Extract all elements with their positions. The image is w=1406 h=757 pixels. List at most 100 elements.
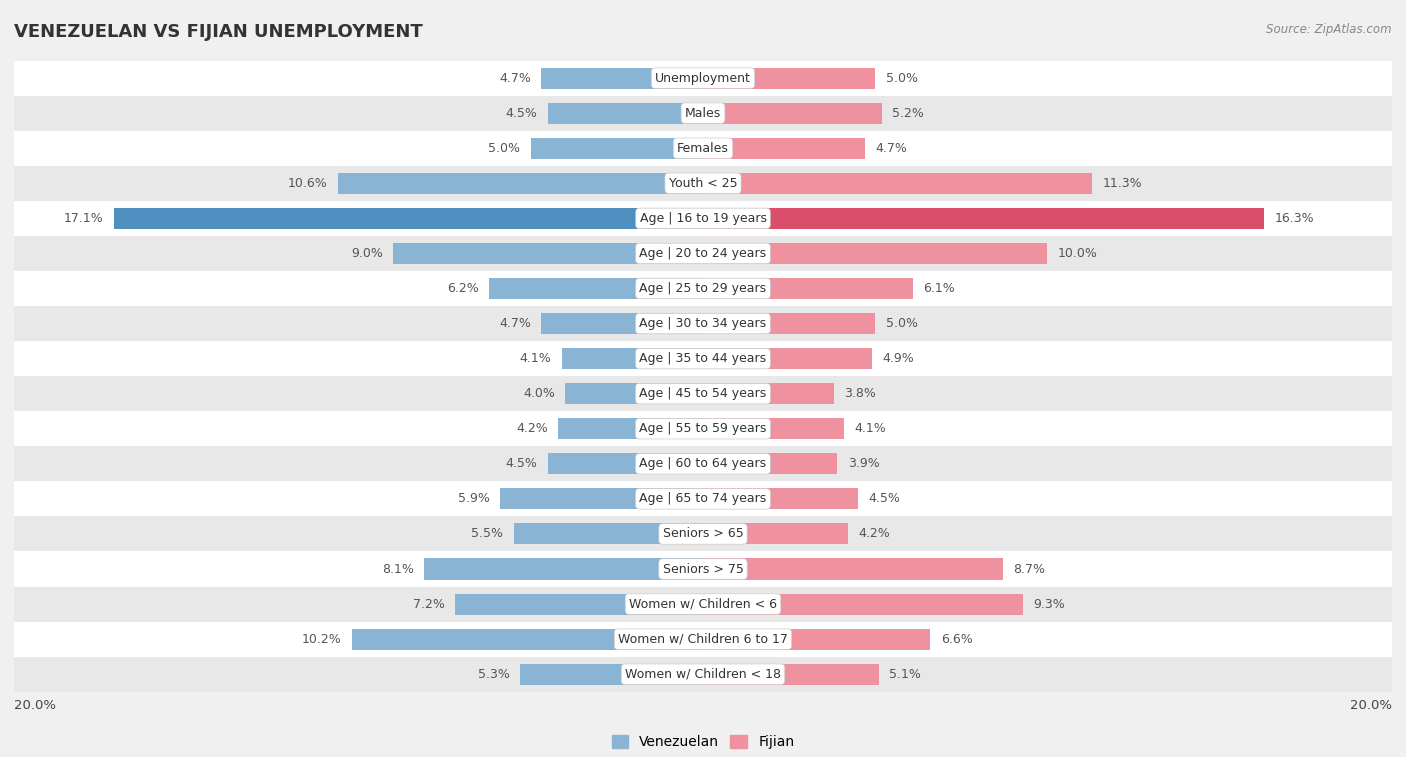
Text: Age | 30 to 34 years: Age | 30 to 34 years [640,317,766,330]
Text: 10.6%: 10.6% [288,177,328,190]
Text: 20.0%: 20.0% [1350,699,1392,712]
Text: Seniors > 65: Seniors > 65 [662,528,744,540]
Text: 10.2%: 10.2% [301,633,342,646]
Bar [703,453,838,475]
Bar [703,488,858,509]
Text: 16.3%: 16.3% [1275,212,1315,225]
Bar [14,306,1392,341]
Text: 5.1%: 5.1% [889,668,921,681]
Bar [531,138,703,159]
Text: Unemployment: Unemployment [655,72,751,85]
Text: Youth < 25: Youth < 25 [669,177,737,190]
Text: 3.8%: 3.8% [844,387,876,400]
Bar [14,131,1392,166]
Bar [703,243,1047,264]
Text: 4.5%: 4.5% [506,107,537,120]
Bar [703,67,875,89]
Bar [14,411,1392,447]
Text: 17.1%: 17.1% [63,212,104,225]
Bar [703,559,1002,580]
Bar [703,103,882,123]
Text: 5.3%: 5.3% [478,668,510,681]
Text: Age | 25 to 29 years: Age | 25 to 29 years [640,282,766,295]
Text: 4.0%: 4.0% [523,387,555,400]
Text: 8.7%: 8.7% [1012,562,1045,575]
Bar [14,376,1392,411]
Bar [14,61,1392,95]
Bar [703,138,865,159]
Bar [14,656,1392,692]
Bar [703,593,1024,615]
Text: 20.0%: 20.0% [14,699,56,712]
Text: Age | 16 to 19 years: Age | 16 to 19 years [640,212,766,225]
Bar [565,383,703,404]
Bar [14,341,1392,376]
Bar [548,103,703,123]
Bar [14,166,1392,201]
Text: 11.3%: 11.3% [1102,177,1142,190]
Bar [14,621,1392,656]
Text: 5.2%: 5.2% [893,107,924,120]
Bar [703,523,848,544]
Bar [703,208,1264,229]
Text: 4.7%: 4.7% [499,72,531,85]
Text: 4.5%: 4.5% [869,492,900,506]
Bar [352,628,703,650]
Text: 9.0%: 9.0% [350,247,382,260]
Text: Age | 20 to 24 years: Age | 20 to 24 years [640,247,766,260]
Bar [703,348,872,369]
Bar [14,481,1392,516]
Text: 7.2%: 7.2% [413,597,444,611]
Text: 4.9%: 4.9% [882,352,914,365]
Text: 5.0%: 5.0% [886,317,918,330]
Text: 4.7%: 4.7% [875,142,907,154]
Bar [541,313,703,334]
Bar [703,418,844,439]
Bar [703,278,912,299]
Text: Source: ZipAtlas.com: Source: ZipAtlas.com [1267,23,1392,36]
Text: Age | 45 to 54 years: Age | 45 to 54 years [640,387,766,400]
Bar [14,236,1392,271]
Bar [703,628,931,650]
Bar [456,593,703,615]
Text: 4.2%: 4.2% [516,422,548,435]
Bar [14,516,1392,552]
Text: Females: Females [678,142,728,154]
Text: 4.5%: 4.5% [506,457,537,470]
Bar [14,201,1392,236]
Bar [703,173,1092,194]
Bar [337,173,703,194]
Bar [114,208,703,229]
Text: 5.9%: 5.9% [457,492,489,506]
Text: VENEZUELAN VS FIJIAN UNEMPLOYMENT: VENEZUELAN VS FIJIAN UNEMPLOYMENT [14,23,423,41]
Bar [14,95,1392,131]
Text: Seniors > 75: Seniors > 75 [662,562,744,575]
Text: 5.0%: 5.0% [886,72,918,85]
Bar [541,67,703,89]
Text: 5.5%: 5.5% [471,528,503,540]
Bar [703,664,879,685]
Legend: Venezuelan, Fijian: Venezuelan, Fijian [606,730,800,755]
Bar [548,453,703,475]
Bar [392,243,703,264]
Text: Age | 35 to 44 years: Age | 35 to 44 years [640,352,766,365]
Text: 4.1%: 4.1% [520,352,551,365]
Bar [14,587,1392,621]
Bar [14,447,1392,481]
Bar [562,348,703,369]
Text: 6.6%: 6.6% [941,633,973,646]
Text: 10.0%: 10.0% [1057,247,1098,260]
Text: 8.1%: 8.1% [382,562,413,575]
Bar [499,488,703,509]
Text: 6.1%: 6.1% [924,282,955,295]
Bar [14,271,1392,306]
Text: 5.0%: 5.0% [488,142,520,154]
Text: 9.3%: 9.3% [1033,597,1066,611]
Text: Women w/ Children 6 to 17: Women w/ Children 6 to 17 [619,633,787,646]
Bar [703,383,834,404]
Text: 3.9%: 3.9% [848,457,879,470]
Text: Women w/ Children < 6: Women w/ Children < 6 [628,597,778,611]
Text: 4.2%: 4.2% [858,528,890,540]
Text: Age | 65 to 74 years: Age | 65 to 74 years [640,492,766,506]
Text: Males: Males [685,107,721,120]
